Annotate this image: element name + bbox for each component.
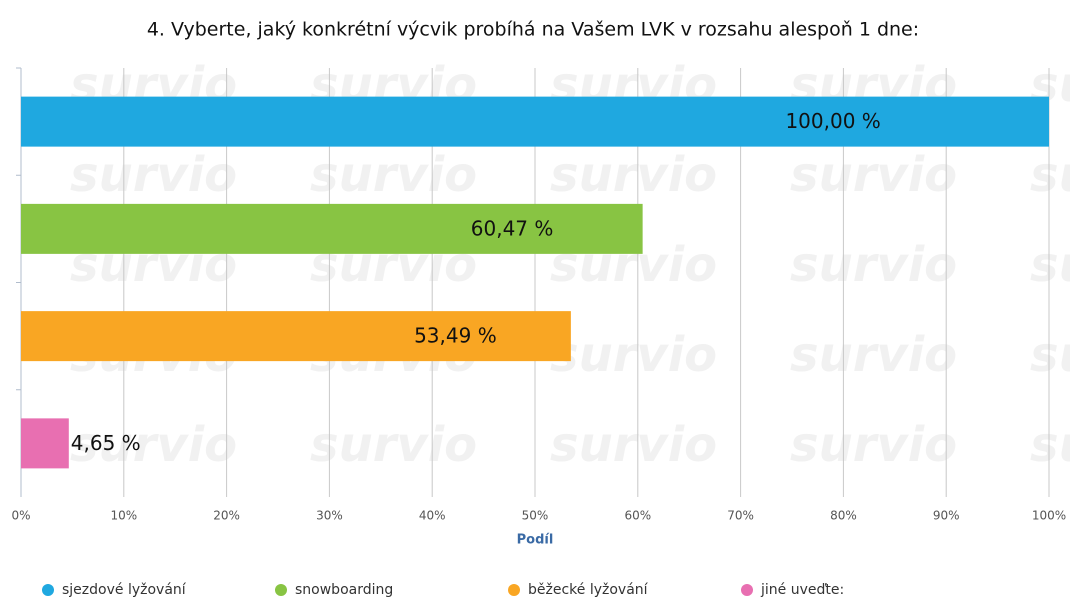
- x-tick-label: 80%: [830, 509, 857, 523]
- bar: [21, 418, 69, 469]
- legend-label: běžecké lyžování: [528, 582, 649, 598]
- watermark: survio: [790, 147, 957, 203]
- legend-marker: [275, 584, 287, 596]
- watermark: survio: [310, 417, 477, 473]
- x-tick-label: 100%: [1032, 509, 1066, 523]
- bar: [21, 96, 1049, 147]
- bar: [21, 311, 571, 362]
- legend-marker: [741, 584, 753, 596]
- x-tick-label: 40%: [419, 509, 446, 523]
- watermark: survio: [790, 417, 957, 473]
- chart-title: 4. Vyberte, jaký konkrétní výcvik probíh…: [147, 19, 919, 41]
- watermark: survio: [790, 237, 957, 293]
- legend-marker: [508, 584, 520, 596]
- watermark: survio: [790, 327, 957, 383]
- watermark: survio: [1030, 327, 1070, 383]
- watermark: survio: [1030, 237, 1070, 293]
- watermark: survio: [550, 327, 717, 383]
- data-label: 4,65 %: [71, 431, 141, 455]
- x-axis-label: Podíl: [517, 533, 554, 548]
- data-label: 53,49 %: [414, 324, 497, 348]
- x-tick-label: 50%: [522, 509, 549, 523]
- legend-label: snowboarding: [295, 582, 393, 598]
- x-tick-label: 0%: [11, 509, 30, 523]
- watermark: survio: [70, 417, 237, 473]
- x-tick-label: 70%: [727, 509, 754, 523]
- data-label: 60,47 %: [471, 216, 554, 240]
- watermark: survio: [550, 417, 717, 473]
- watermark: survio: [550, 147, 717, 203]
- legend-marker: [42, 584, 54, 596]
- x-tick-label: 60%: [624, 509, 651, 523]
- bar: [21, 203, 643, 254]
- x-tick-label: 20%: [213, 509, 240, 523]
- legend-label: jiné uveďte:: [760, 582, 844, 598]
- x-tick-label: 10%: [110, 509, 137, 523]
- data-label: 100,00 %: [785, 109, 880, 133]
- legend-label: sjezdové lyžování: [62, 582, 187, 598]
- watermark: survio: [310, 147, 477, 203]
- watermark: survio: [1030, 147, 1070, 203]
- watermark: survio: [70, 147, 237, 203]
- watermark: survio: [1030, 417, 1070, 473]
- x-tick-label: 30%: [316, 509, 343, 523]
- x-tick-label: 90%: [933, 509, 960, 523]
